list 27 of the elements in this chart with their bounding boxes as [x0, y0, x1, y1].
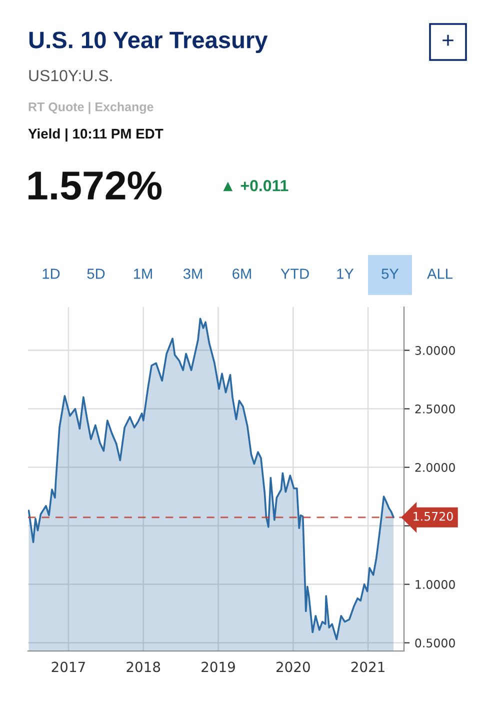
- y-tick-label: 0.5000: [415, 638, 455, 648]
- text: RT Quote | Exchange: [28, 102, 154, 114]
- x-tick-label: 2018: [126, 662, 160, 672]
- text: Yield | 10:11 PM EDT: [28, 128, 164, 142]
- y-tick-label: 1.0000: [416, 580, 455, 589]
- text: ALL: [427, 268, 452, 279]
- text: ▲ +0.011: [223, 180, 288, 192]
- y-tick-label: 3.0000: [415, 346, 455, 355]
- x-tick-label: 2020: [276, 662, 310, 672]
- x-tick-label: 2017: [52, 662, 85, 672]
- chart-subtitle: US10Y:U.S.: [29, 70, 112, 82]
- text: 5D: [87, 268, 105, 279]
- ref-line-label: 1.5720: [414, 512, 453, 521]
- text: 1Y: [337, 268, 354, 279]
- text: +: [442, 34, 454, 46]
- text: 1M: [134, 268, 152, 279]
- y-tick-label: 2.0000: [415, 463, 455, 472]
- text: 3M: [183, 268, 202, 279]
- text: 1D: [42, 268, 60, 279]
- text: 1.572%: [28, 171, 162, 200]
- text: YTD: [280, 268, 309, 279]
- x-tick-label: 2021: [351, 662, 384, 672]
- y-tick-label: 2.5000: [415, 404, 455, 414]
- x-tick-label: 2019: [202, 662, 235, 672]
- chart-title: U.S. 10 Year Treasury: [29, 32, 268, 54]
- text: 5Y: [382, 268, 399, 279]
- text: 6M: [232, 268, 251, 279]
